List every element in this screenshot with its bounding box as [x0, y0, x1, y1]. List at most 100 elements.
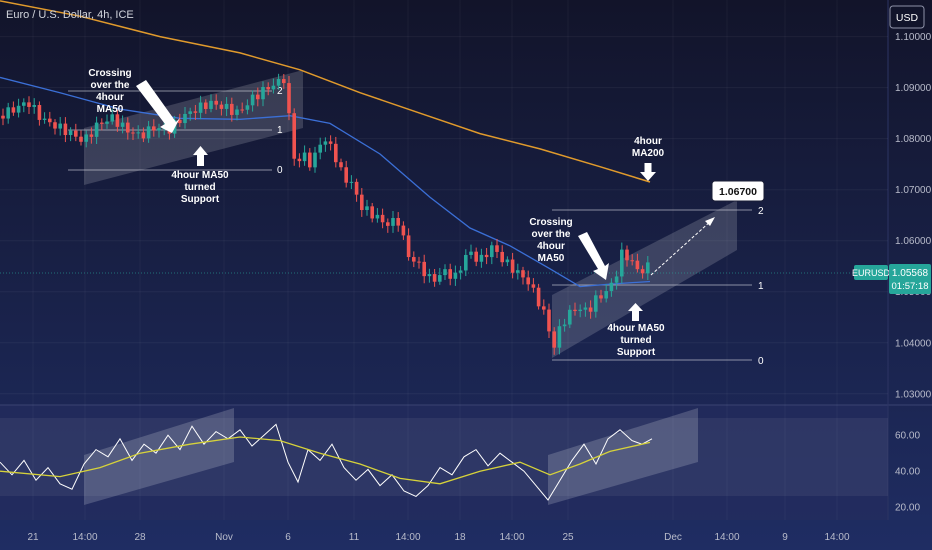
candle-body: [349, 181, 354, 183]
candle-body: [557, 326, 562, 348]
candle-body: [594, 295, 598, 312]
candle-body: [126, 122, 130, 133]
right-support-arrow-icon: [628, 303, 643, 321]
candle-body: [370, 206, 374, 219]
candle-body: [68, 130, 73, 136]
candle-body: [536, 287, 541, 307]
candle-body: [198, 102, 203, 113]
time-tick-label: 14:00: [395, 532, 420, 543]
price-tick-label: 1.04000: [895, 338, 932, 349]
left-channel: [84, 70, 303, 185]
candle-body: [334, 143, 338, 163]
candle-body: [531, 284, 536, 288]
right-support-line-1: 4hour MA50: [607, 323, 665, 334]
candle-body: [479, 254, 484, 262]
ma200-label-line-2: MA200: [632, 148, 665, 159]
candle-body: [292, 113, 296, 159]
time-tick-label: 9: [782, 532, 788, 543]
candle-body: [375, 214, 380, 219]
candle-body: [224, 103, 229, 109]
rsi-axis[interactable]: 60.00 40.00 20.00: [895, 431, 920, 514]
candle-body: [630, 260, 634, 262]
price-tag-countdown: 01:57:18: [892, 281, 929, 292]
left-cross-annotation: Crossing over the 4hour MA50: [88, 68, 131, 115]
time-tick-label: Dec: [664, 532, 682, 543]
time-tick-label: 14:00: [824, 532, 849, 543]
candle-body: [261, 86, 265, 100]
candle-body: [183, 113, 187, 124]
candle-body: [53, 122, 57, 129]
candle-body: [308, 152, 312, 168]
candle-body: [79, 136, 83, 142]
rsi-pane-background: [0, 405, 888, 520]
price-tick-label: 1.03000: [895, 389, 932, 400]
candle-body: [583, 307, 588, 310]
fib-label-right-2: 2: [758, 206, 764, 217]
candle-body: [500, 251, 504, 263]
left-cross-line-3: 4hour: [96, 92, 124, 103]
time-axis[interactable]: 21 14:00 28 Nov 6 11 14:00 18 14:00 25 Dec 14:00 9 14…: [27, 532, 850, 543]
candle-body: [599, 295, 603, 299]
fib-label-right-1: 1: [758, 281, 764, 292]
rsi-tick-label: 40.00: [895, 467, 920, 478]
ma200-label-line-1: 4hour: [634, 136, 662, 147]
target-arrow-head-icon: [705, 217, 715, 226]
left-cross-line-1: Crossing: [88, 68, 131, 79]
candle-body: [271, 85, 276, 90]
currency-button[interactable]: [889, 5, 925, 29]
candle-body: [562, 324, 567, 327]
candle-body: [614, 276, 619, 283]
candle-body: [552, 331, 556, 348]
candle-body: [339, 162, 343, 168]
time-tick-label: 21: [27, 532, 39, 543]
candle-body: [22, 102, 26, 106]
candle-body: [401, 225, 406, 236]
ma200-line: [0, 0, 651, 183]
price-tick-label: 1.10000: [895, 32, 932, 43]
candle-body: [74, 130, 78, 137]
ma50-line: [0, 76, 651, 288]
time-tick-label: Nov: [215, 532, 233, 543]
right-cross-arrow: [578, 232, 609, 280]
candle-body: [323, 141, 328, 145]
candle-body: [48, 118, 52, 123]
time-tick-label: 28: [134, 532, 146, 543]
rsi-tick-label: 60.00: [895, 431, 920, 442]
candle-body: [178, 119, 182, 124]
candle-body: [16, 105, 21, 113]
candle-body: [625, 249, 629, 261]
candle-body: [412, 257, 416, 262]
candle-body: [100, 122, 104, 124]
candle-body: [266, 86, 270, 90]
fib-label-left-2: 2: [277, 86, 283, 97]
time-tick-label: 14:00: [714, 532, 739, 543]
candle-body: [152, 126, 156, 131]
candle-body: [58, 123, 62, 129]
candle-body: [297, 158, 302, 162]
candle-body: [209, 100, 213, 109]
candle-body: [521, 270, 525, 278]
candle-body: [245, 105, 250, 110]
candle-body: [542, 306, 546, 310]
candle-body: [32, 105, 36, 107]
symbol-title[interactable]: Euro / U.S. Dollar, 4h, ICE: [6, 9, 134, 21]
candle-body: [136, 132, 140, 134]
rsi-line: [0, 423, 653, 501]
candle-body: [313, 152, 317, 168]
candle-body: [157, 128, 161, 131]
ma200-arrow-icon: [640, 163, 656, 181]
candle-body: [547, 309, 551, 332]
candle-body: [120, 122, 125, 127]
candle-body: [105, 121, 109, 124]
candle-body: [505, 259, 510, 263]
right-support-line-2: turned: [620, 335, 651, 346]
candle-body: [380, 214, 385, 223]
right-support-line-3: Support: [617, 347, 656, 358]
left-cross-line-2: over the: [91, 80, 130, 91]
rsi-ma-line: [0, 436, 651, 485]
candle-body: [302, 152, 307, 162]
candle-body: [604, 291, 608, 299]
candle-body: [443, 269, 447, 276]
fib-label-left-1: 1: [277, 125, 283, 136]
